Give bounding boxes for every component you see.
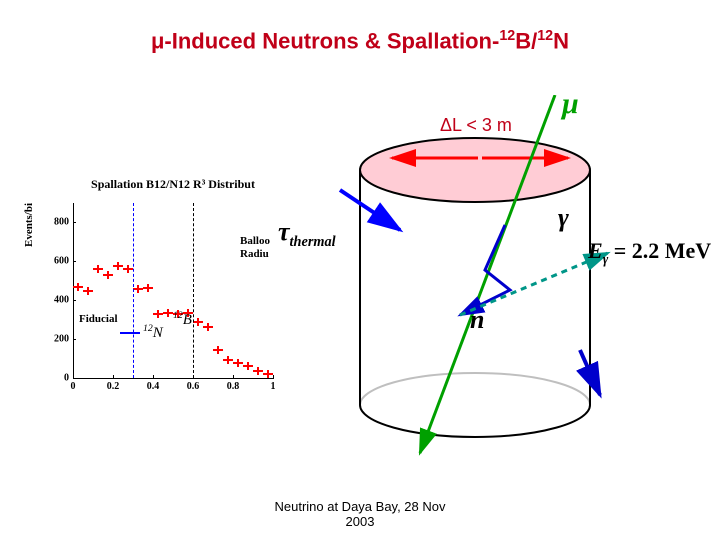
tau-label: τthermal xyxy=(278,217,336,251)
hist-point xyxy=(264,370,272,378)
histogram-legend: Balloo Radiu xyxy=(240,235,270,261)
hist-point xyxy=(234,359,242,367)
page-title: μ-Induced Neutrons & Spallation-12B/12N xyxy=(0,28,720,54)
title-mu: μ xyxy=(151,28,164,53)
histogram-axes xyxy=(73,203,274,379)
balloon-radius-line xyxy=(193,203,194,378)
schematic: μ γ n τthermal Eγ = 2.2 MeV xyxy=(300,95,690,465)
xtick: 0.6 xyxy=(187,381,200,392)
mu-label: μ xyxy=(562,87,579,121)
xtick: 0 xyxy=(71,381,76,392)
schematic-svg xyxy=(300,95,690,465)
title-b: B/ xyxy=(515,28,537,53)
ytick: 400 xyxy=(25,295,69,306)
title-mid: -Induced Neutrons & Spallation- xyxy=(164,28,499,53)
hist-point xyxy=(134,285,142,293)
n12-label: 12N xyxy=(143,323,163,342)
title-n: N xyxy=(553,28,569,53)
legend-line2: Radiu xyxy=(240,248,270,261)
title-sup2: 12 xyxy=(537,28,553,44)
hist-point xyxy=(124,265,132,273)
hist-point xyxy=(194,318,202,326)
slide-footer: Neutrino at Daya Bay, 28 Nov 2003 xyxy=(0,499,720,530)
hist-point xyxy=(164,309,172,317)
gamma-label: γ xyxy=(558,203,569,233)
hist-point xyxy=(214,346,222,354)
hist-point xyxy=(94,265,102,273)
ytick: 600 xyxy=(25,256,69,267)
ytick: 200 xyxy=(25,334,69,345)
footer-line1: Neutrino at Daya Bay, 28 Nov xyxy=(274,499,445,514)
hist-point xyxy=(114,262,122,270)
hist-point xyxy=(244,362,252,370)
fiducial-line xyxy=(133,203,134,378)
xtick: 1 xyxy=(271,381,276,392)
hist-point xyxy=(224,356,232,364)
n-label: n xyxy=(470,305,484,335)
histogram: Spallation B12/N12 R³ Distribut Events/b… xyxy=(25,175,285,405)
footer-line2: 2003 xyxy=(346,514,375,529)
xtick: 0.2 xyxy=(107,381,120,392)
ytick: 800 xyxy=(25,217,69,228)
n12-arrow xyxy=(120,332,140,334)
slide-canvas: { "title": { "pre": "μ", "mid": "-Induce… xyxy=(0,0,720,540)
hist-point xyxy=(144,284,152,292)
fiducial-label: Fiducial xyxy=(79,313,118,326)
hist-point xyxy=(104,271,112,279)
xtick: 0.8 xyxy=(227,381,240,392)
hist-point xyxy=(254,367,262,375)
title-sup1: 12 xyxy=(499,28,515,44)
legend-line1: Balloo xyxy=(240,235,270,248)
egamma-label: Eγ = 2.2 MeV xyxy=(588,238,711,267)
ytick: 0 xyxy=(25,373,69,384)
histogram-title: Spallation B12/N12 R³ Distribut xyxy=(73,177,273,192)
b12-label: 12B xyxy=(173,310,192,329)
hist-point xyxy=(74,283,82,291)
hist-point xyxy=(84,287,92,295)
hist-point xyxy=(154,310,162,318)
xtick: 0.4 xyxy=(147,381,160,392)
hist-point xyxy=(204,323,212,331)
